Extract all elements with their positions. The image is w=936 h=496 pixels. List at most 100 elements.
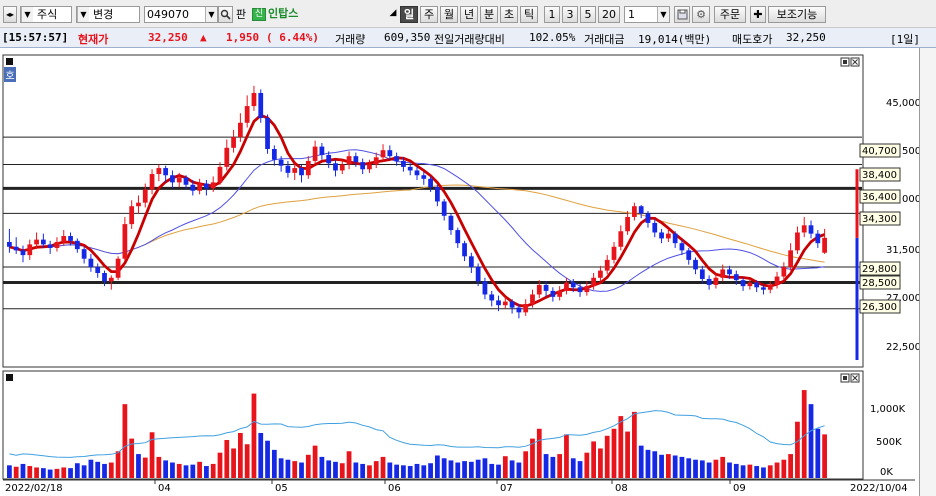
candle-body [108, 277, 114, 282]
volume-bar [645, 449, 651, 478]
interval-20-button[interactable]: 20 [598, 6, 620, 23]
volume-bar [468, 461, 474, 478]
candle [672, 231, 678, 248]
tab-week[interactable]: 주 [420, 6, 438, 23]
interval-5-button[interactable]: 5 [580, 6, 596, 23]
volume-bars [7, 390, 827, 478]
candle-body [299, 168, 304, 176]
trade-amount-label: 거래대금 [584, 33, 625, 46]
page-indicator: [1일] [890, 33, 920, 46]
volume-bar [502, 456, 508, 478]
tab-day[interactable]: 일 [400, 6, 418, 23]
volume-bar [176, 463, 182, 478]
candle [713, 273, 719, 289]
candle-body [170, 175, 175, 183]
candle-body [271, 149, 277, 160]
save-button[interactable] [674, 6, 690, 23]
volume-bar [754, 466, 760, 478]
candle-body [292, 168, 298, 173]
panel-menu-icon[interactable] [6, 58, 13, 65]
volume-bar [346, 451, 352, 478]
link-toggle-icon[interactable]: ◂▸ [3, 6, 17, 23]
candle [706, 275, 712, 290]
axis-tick-31500: 31,500 [886, 245, 919, 256]
volume-bar [659, 454, 664, 478]
stock-name-field: 인탑스 [268, 7, 299, 20]
status-time: [15:57:57] [2, 31, 69, 44]
candle-body [625, 216, 630, 232]
volume-bar [251, 393, 257, 478]
candle [20, 245, 26, 263]
order-button[interactable]: 주문 [714, 6, 746, 23]
interval-3-button[interactable]: 3 [562, 6, 578, 23]
interval-1-button[interactable]: 1 [544, 6, 560, 23]
volume-bar [570, 458, 576, 478]
volume-bar [210, 463, 216, 478]
candle [564, 277, 569, 295]
market-select[interactable]: ▼ 주식 [20, 6, 72, 23]
name-dropdown-icon[interactable]: ◢ [389, 8, 397, 18]
candle-body [693, 259, 698, 270]
candle [387, 145, 393, 160]
search-button[interactable] [218, 6, 233, 23]
candle-body [462, 243, 467, 257]
volume-bar [774, 462, 780, 478]
candle [68, 232, 73, 246]
aux-function-button[interactable]: 보조기능 [768, 6, 826, 23]
candle-body [516, 307, 522, 313]
price-axis: 45,000 31,500 27,000 22,500 [886, 98, 919, 353]
volume-window-icon[interactable] [840, 373, 850, 383]
candle [231, 129, 236, 153]
stock-code-input[interactable]: 049070 ▼ [144, 6, 218, 23]
candle [550, 287, 556, 302]
change-select[interactable]: ▼ 변경 [76, 6, 140, 23]
add-button[interactable]: ✚ [750, 6, 766, 23]
volume-bar [761, 467, 766, 478]
volume-average-line [9, 410, 825, 458]
candle [54, 237, 60, 252]
side-quote-button[interactable]: 호 [4, 67, 16, 82]
candle-body [414, 170, 420, 176]
level-label-26300: 26,300 [859, 299, 901, 314]
volume-bar [686, 458, 692, 478]
tab-tick[interactable]: 틱 [520, 6, 538, 23]
candle [149, 169, 155, 195]
svg-text:36,400: 36,400 [862, 192, 897, 203]
volume-bar [54, 468, 60, 478]
candle-body [197, 183, 202, 191]
panel-close-icon[interactable] [850, 57, 860, 67]
volume-menu-icon[interactable] [6, 374, 13, 381]
candle-body [727, 269, 732, 275]
axis-tick-45000: 45,000 [886, 98, 919, 109]
volume-bar [401, 465, 406, 478]
volume-close-icon[interactable] [850, 373, 860, 383]
tab-minute[interactable]: 분 [480, 6, 498, 23]
candle [129, 200, 135, 229]
side-quote-label: 호 [5, 70, 14, 82]
volume-bar [204, 466, 209, 478]
prev-volume-ratio-label: 전일거래량대비 [434, 33, 505, 46]
candle-body [401, 160, 406, 167]
volume-bar [598, 448, 603, 478]
candle [591, 273, 597, 290]
volume-bar [380, 456, 386, 478]
settings-button[interactable]: ⚙ [692, 6, 710, 23]
tab-second[interactable]: 초 [500, 6, 518, 23]
volume-bar [557, 454, 563, 478]
svg-text:34,300: 34,300 [862, 214, 897, 225]
volume-ma-line [9, 410, 825, 458]
candle-body [394, 156, 399, 161]
tab-month[interactable]: 월 [440, 6, 458, 23]
volume-label: 거래량 [335, 33, 366, 46]
candle-body [557, 290, 563, 297]
stock-chart[interactable]: 호 45,000 31,500 27,000 22,500 40,700 500… [0, 54, 919, 496]
right-side-panel[interactable] [919, 48, 936, 496]
credit-badge[interactable]: 신 [252, 8, 266, 21]
count-select[interactable]: 1 ▼ [624, 6, 670, 23]
candle-body [530, 294, 535, 304]
level-label-34300: 34,300 [859, 211, 901, 226]
tab-year[interactable]: 년 [460, 6, 478, 23]
volume-bar [326, 460, 332, 478]
panel-window-icon[interactable] [840, 57, 850, 67]
candle [767, 281, 773, 294]
